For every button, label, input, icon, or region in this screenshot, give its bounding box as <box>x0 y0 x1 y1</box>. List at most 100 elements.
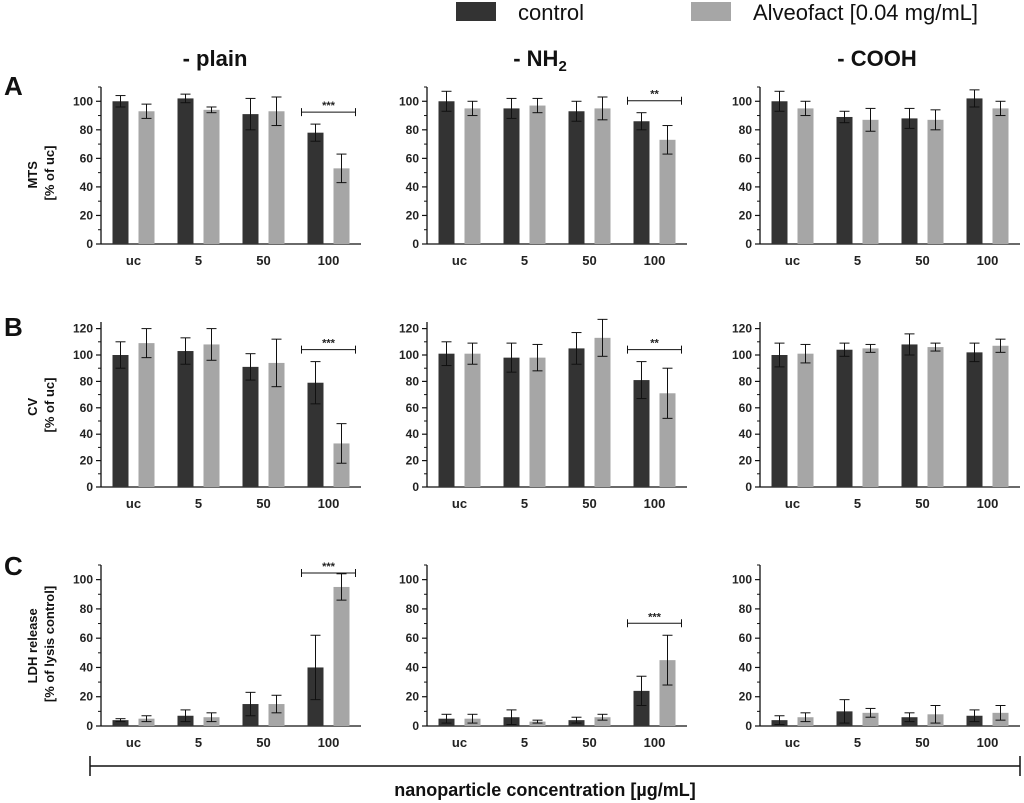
cv-nh2-sig-label: ** <box>650 338 659 350</box>
mts-plain-category-label: 50 <box>256 253 270 268</box>
cv-plain-bar-alveofact <box>333 443 350 487</box>
cv-cooh-bar-alveofact <box>927 347 944 487</box>
mts-cooh-bar-control <box>901 118 918 244</box>
mts-plain-category-label: 5 <box>195 253 202 268</box>
ldh-plain-ytick-label: 40 <box>80 660 94 674</box>
legend-label-alveofact: Alveofact [0.04 mg/mL] <box>753 0 978 25</box>
cv-plain-bar-control <box>242 366 259 487</box>
mts-nh2-category-label: 50 <box>582 253 596 268</box>
cv-nh2-ytick-label: 0 <box>412 480 419 494</box>
ylabel-ldh-line1: LDH release <box>25 608 40 683</box>
mts-nh2-ytick-label: 100 <box>399 94 419 108</box>
cv-cooh-bar-alveofact <box>862 348 879 487</box>
ldh-nh2-category-label: 5 <box>521 735 528 750</box>
ldh-nh2-category-label: 50 <box>582 735 596 750</box>
cv-nh2-ytick-label: 100 <box>399 348 419 362</box>
mts-cooh-bar-control <box>836 116 853 244</box>
cv-cooh-ytick-label: 60 <box>739 401 753 415</box>
cv-cooh-category-label: uc <box>785 496 800 511</box>
mts-plain-category-label: 100 <box>318 253 340 268</box>
mts-cooh-ytick-label: 100 <box>732 94 752 108</box>
ldh-nh2-ytick-label: 0 <box>412 719 419 733</box>
mts-nh2-ytick-label: 0 <box>412 237 419 251</box>
chart-cv-nh2: 0 20 40 60 80 100 120 uc 5 50 100 ** <box>399 318 687 511</box>
mts-nh2-bar-control <box>633 121 650 244</box>
cv-cooh-bar-control <box>966 352 983 487</box>
ldh-nh2-sig-label: *** <box>648 611 662 623</box>
ldh-plain-ytick-label: 60 <box>80 631 94 645</box>
mts-plain-ytick-label: 40 <box>80 180 94 194</box>
column-title-plain: - plain <box>183 46 248 71</box>
ldh-plain-category-label: uc <box>126 735 141 750</box>
mts-plain-ytick-label: 60 <box>80 151 94 165</box>
cv-nh2-bar-control <box>438 353 455 487</box>
mts-nh2-ytick-label: 40 <box>406 180 420 194</box>
ldh-nh2-ytick-label: 80 <box>406 602 420 616</box>
mts-nh2-bar-control <box>568 111 585 244</box>
cv-plain-category-label: 100 <box>318 496 340 511</box>
ylabel-ldh: LDH release [% of lysis control] <box>25 586 57 702</box>
ldh-cooh-ytick-label: 100 <box>732 573 752 587</box>
chart-mts-cooh: 0 20 40 60 80 100 uc 5 50 100 <box>732 86 1020 268</box>
mts-nh2-bar-alveofact <box>464 108 481 244</box>
chart-ldh-nh2: 0 20 40 60 80 100 uc 5 50 100 *** <box>399 564 687 750</box>
chart-cv-plain: 0 20 40 60 80 100 120 uc 5 50 100 *** <box>73 322 361 511</box>
cv-plain-bar-control <box>177 351 194 487</box>
mts-cooh-bar-alveofact <box>862 119 879 244</box>
ylabel-mts-line1: MTS <box>25 161 40 189</box>
legend-swatch-control <box>456 2 496 21</box>
ldh-nh2-ytick-label: 60 <box>406 631 420 645</box>
mts-cooh-bar-alveofact <box>797 108 814 244</box>
cv-cooh-bar-control <box>901 344 918 487</box>
cv-plain-category-label: 50 <box>256 496 270 511</box>
cv-nh2-ytick-label: 120 <box>399 322 419 336</box>
mts-plain-ytick-label: 20 <box>80 208 94 222</box>
cv-nh2-bar-alveofact <box>659 393 676 487</box>
ldh-plain-bar-control <box>112 720 129 726</box>
cv-cooh-category-label: 5 <box>854 496 861 511</box>
mts-plain-sig-label: *** <box>322 100 336 112</box>
cv-cooh-category-label: 50 <box>915 496 929 511</box>
cv-plain-bar-alveofact <box>203 344 220 487</box>
mts-plain-bar-alveofact <box>203 109 220 244</box>
ylabel-cv: CV [% of uc] <box>25 378 57 433</box>
x-axis-bracket <box>89 756 1021 776</box>
mts-plain-category-label: uc <box>126 253 141 268</box>
ldh-nh2-bar-control <box>633 690 650 726</box>
mts-nh2-bar-alveofact <box>529 105 546 245</box>
cv-cooh-ytick-label: 0 <box>745 480 752 494</box>
ldh-cooh-category-label: uc <box>785 735 800 750</box>
chart-mts-plain: 0 20 40 60 80 100 uc 5 50 100 *** <box>73 86 361 268</box>
cv-nh2-ytick-label: 20 <box>406 454 420 468</box>
ldh-cooh-category-label: 50 <box>915 735 929 750</box>
cv-nh2-bar-alveofact <box>594 337 611 487</box>
mts-cooh-ytick-label: 60 <box>739 151 753 165</box>
ldh-plain-category-label: 5 <box>195 735 202 750</box>
cv-nh2-bar-control <box>503 357 520 487</box>
legend: control Alveofact [0.04 mg/mL] <box>456 0 978 25</box>
ldh-cooh-ytick-label: 80 <box>739 602 753 616</box>
ylabel-cv-line1: CV <box>25 397 40 415</box>
cv-plain-ytick-label: 40 <box>80 427 94 441</box>
mts-cooh-category-label: uc <box>785 253 800 268</box>
cv-cooh-ytick-label: 100 <box>732 348 752 362</box>
ldh-plain-category-label: 50 <box>256 735 270 750</box>
mts-cooh-ytick-label: 80 <box>739 123 753 137</box>
ylabel-mts: MTS [% of uc] <box>25 146 57 201</box>
mts-cooh-ytick-label: 20 <box>739 208 753 222</box>
panel-label-c: C <box>4 551 23 581</box>
cv-plain-category-label: uc <box>126 496 141 511</box>
ldh-nh2-category-label: 100 <box>644 735 666 750</box>
mts-plain-ytick-label: 0 <box>86 237 93 251</box>
ldh-nh2-bar-alveofact <box>529 721 546 726</box>
mts-cooh-category-label: 50 <box>915 253 929 268</box>
panel-label-a: A <box>4 71 23 101</box>
mts-nh2-sig-label: ** <box>650 89 659 101</box>
cv-plain-ytick-label: 20 <box>80 454 94 468</box>
ldh-cooh-category-label: 5 <box>854 735 861 750</box>
chart-cv-cooh: 0 20 40 60 80 100 120 uc 5 50 100 <box>732 322 1020 511</box>
mts-plain-bar-alveofact <box>333 168 350 244</box>
mts-cooh-ytick-label: 40 <box>739 180 753 194</box>
mts-plain-bar-control <box>242 114 259 244</box>
ylabel-cv-line2: [% of uc] <box>42 378 57 433</box>
